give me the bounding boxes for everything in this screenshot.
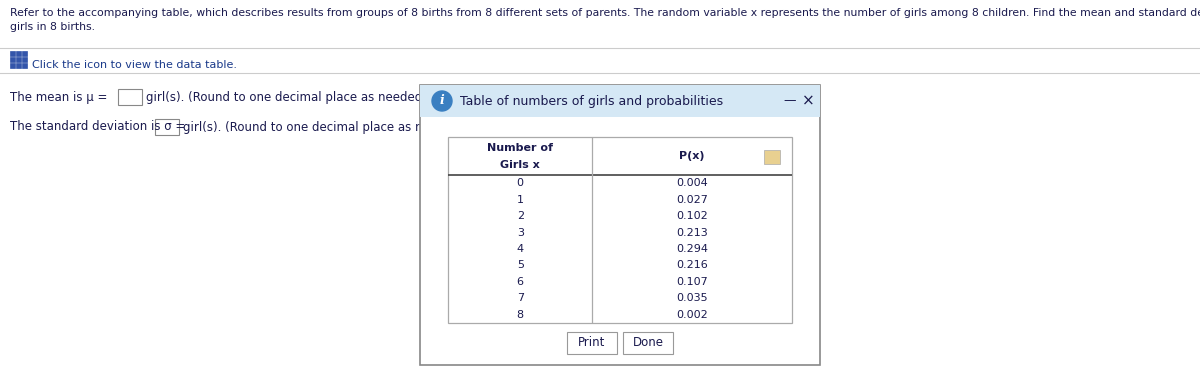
Bar	[420, 85, 820, 117]
Text: Refer to the accompanying table, which describes results from groups of 8 births: Refer to the accompanying table, which d…	[10, 8, 1200, 18]
Text: ×: ×	[802, 93, 815, 109]
Bar	[16, 57, 22, 62]
Text: 0.035: 0.035	[677, 294, 708, 303]
Text: —: —	[784, 94, 797, 108]
Bar	[10, 51, 14, 56]
Text: 2: 2	[517, 211, 524, 221]
Text: Number of: Number of	[487, 143, 553, 153]
Text: i: i	[439, 94, 444, 108]
Text: 0.102: 0.102	[677, 211, 708, 221]
Text: Print: Print	[578, 337, 606, 350]
Text: 0: 0	[517, 178, 523, 188]
Text: Click the icon to view the data table.: Click the icon to view the data table.	[32, 60, 238, 70]
Bar	[16, 63, 22, 68]
Bar	[118, 89, 142, 105]
Text: The mean is μ =: The mean is μ =	[10, 90, 107, 103]
Text: The standard deviation is σ =: The standard deviation is σ =	[10, 121, 185, 134]
Bar	[22, 57, 28, 62]
Bar	[420, 85, 820, 365]
Text: Girls x: Girls x	[500, 160, 540, 170]
Bar	[16, 51, 22, 56]
Text: P(x): P(x)	[679, 151, 704, 161]
Bar	[568, 332, 617, 354]
Text: 0.027: 0.027	[677, 195, 708, 205]
Bar	[623, 332, 673, 354]
Text: 0.002: 0.002	[677, 310, 708, 320]
Text: 8: 8	[517, 310, 524, 320]
Text: girl(s). (Round to one decimal place as needed.): girl(s). (Round to one decimal place as …	[146, 90, 431, 103]
Text: 3: 3	[517, 228, 523, 238]
Text: 5: 5	[517, 260, 523, 270]
Text: 0.107: 0.107	[677, 277, 708, 287]
Bar	[448, 137, 792, 323]
Text: 0.216: 0.216	[677, 260, 708, 270]
Text: 0.004: 0.004	[677, 178, 708, 188]
Text: 6: 6	[517, 277, 523, 287]
Text: 1: 1	[517, 195, 523, 205]
Bar	[10, 57, 14, 62]
Bar	[22, 63, 28, 68]
Text: 7: 7	[517, 294, 524, 303]
Text: 4: 4	[517, 244, 524, 254]
Text: 0.294: 0.294	[677, 244, 708, 254]
Circle shape	[432, 91, 452, 111]
Text: Done: Done	[632, 337, 664, 350]
Bar	[22, 51, 28, 56]
Bar	[155, 119, 179, 135]
Bar	[10, 63, 14, 68]
Text: girls in 8 births.: girls in 8 births.	[10, 22, 95, 32]
Text: Table of numbers of girls and probabilities: Table of numbers of girls and probabilit…	[460, 94, 724, 108]
Bar	[764, 150, 780, 164]
Text: girl(s). (Round to one decimal place as needed.): girl(s). (Round to one decimal place as …	[182, 121, 468, 134]
Text: 0.213: 0.213	[677, 228, 708, 238]
